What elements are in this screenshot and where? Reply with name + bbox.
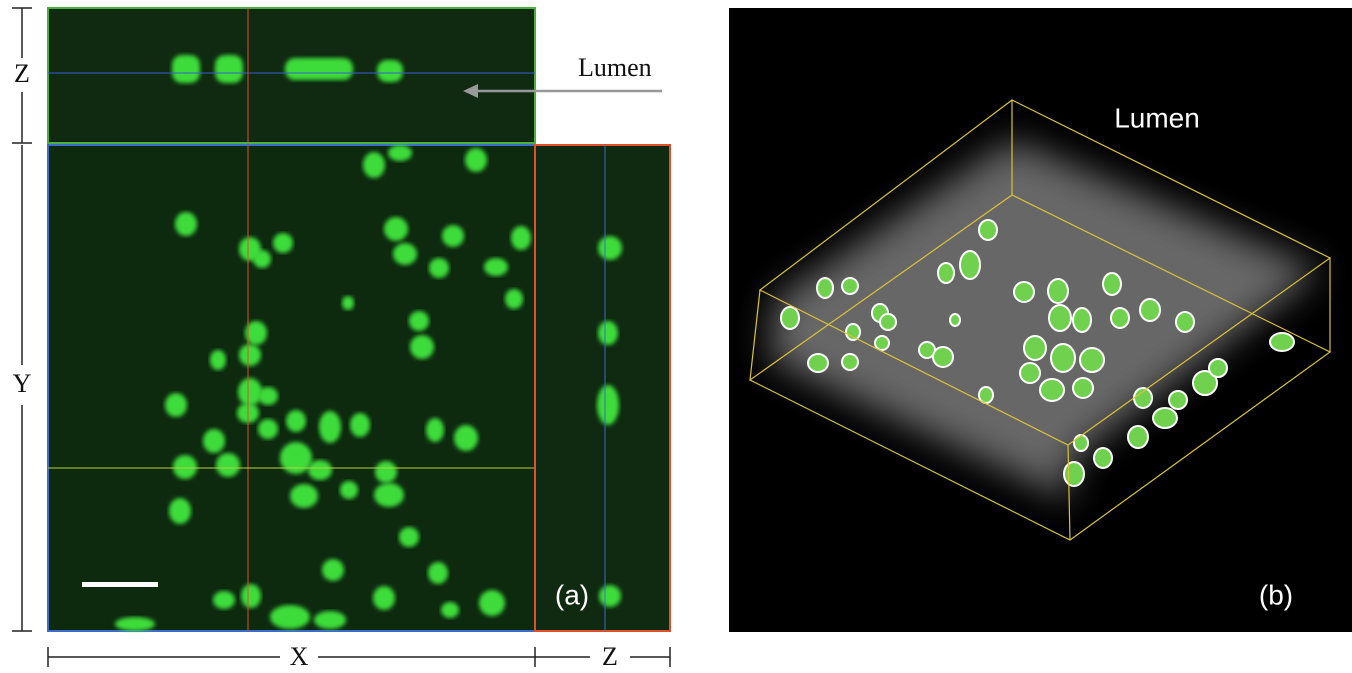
x-label: X <box>290 642 309 671</box>
panel-label: (a) <box>555 579 589 610</box>
yz-view: (a) <box>535 145 670 631</box>
volume-view: Lumen (b) <box>729 8 1352 632</box>
annotation: Lumen <box>578 53 652 82</box>
z-label: Z <box>14 59 30 88</box>
xy-view <box>48 145 535 631</box>
panel-label: (b) <box>1259 579 1293 610</box>
z-label: Z <box>602 642 618 671</box>
y-label: Y <box>13 369 32 398</box>
annotation: Lumen <box>1114 102 1200 133</box>
xz-view <box>48 8 535 143</box>
figure: (a) Z Y X Z Lumen <box>0 0 1352 673</box>
